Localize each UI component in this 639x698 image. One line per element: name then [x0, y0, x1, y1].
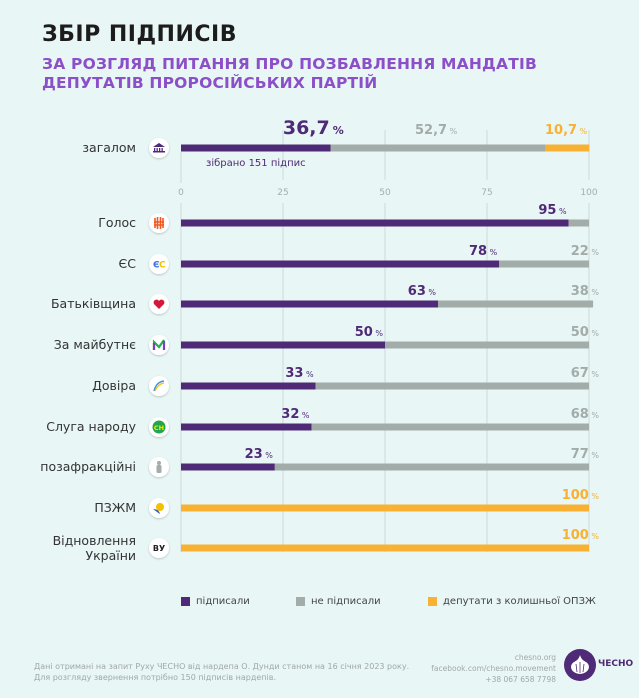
value-label-signed: 78 %	[469, 244, 498, 259]
source-note-line-2: Для розгляду звернення потрібно 150 підп…	[34, 673, 276, 682]
x-tick-label: 50	[379, 188, 391, 198]
bar-opzj	[181, 504, 589, 512]
bar-signed	[181, 382, 316, 390]
legend-label-opzj: депутати з колишньої ОПЗЖ	[443, 596, 596, 607]
total-not-signed-value: 52,7 %	[415, 123, 458, 138]
bar-signed	[181, 219, 569, 227]
bar-not-signed	[385, 341, 589, 349]
legend-swatch-not-signed	[296, 597, 305, 606]
value-label-signed: 23 %	[245, 447, 274, 462]
x-tick-label: 25	[277, 188, 288, 198]
pzjm-icon-blue	[153, 509, 160, 514]
bar-not-signed	[499, 260, 589, 268]
legend-swatch-opzj	[428, 597, 437, 606]
value-label-opzj: 100 %	[562, 488, 600, 503]
page-subtitle: ЗА РОЗГЛЯД ПИТАННЯ ПРО ПОЗБАВЛЕННЯ МАНДА…	[42, 55, 537, 93]
signatures-chart: 0 25 50 75 100 загалом 36,7% 52,7 % 10,7 % зібран…	[40, 117, 600, 563]
bar-not-signed	[274, 463, 589, 471]
page-title: ЗБІР ПІДПИСІВ	[42, 22, 237, 47]
row-label: ПЗЖМ	[94, 500, 136, 515]
bar-signed	[181, 423, 312, 431]
value-label-not-signed: 68 %	[571, 407, 600, 422]
row-label: Довіра	[92, 378, 136, 393]
logo-text: ЧЕСНО	[598, 659, 634, 669]
es-icon-c: С	[159, 261, 166, 271]
parliament-icon	[153, 143, 165, 153]
x-tick-label: 100	[580, 188, 597, 198]
bar-not-signed	[311, 423, 589, 431]
vu-icon-text: ВУ	[153, 544, 165, 553]
bar-signed	[181, 300, 439, 308]
heart-icon	[153, 299, 165, 309]
bar-total-not-signed	[330, 144, 546, 152]
row-label: Слуга народу	[46, 419, 136, 434]
total-signed-percent: %	[333, 124, 344, 137]
x-tick-label: 75	[481, 188, 492, 198]
legend-label-signed: підписали	[196, 596, 250, 607]
row-label: Відновлення	[53, 533, 136, 548]
total-collected-note: зібрано 151 підпис	[206, 157, 306, 169]
pzjm-icon-sun	[156, 503, 164, 511]
bar-signed	[181, 260, 500, 268]
sn-icon-text: СН	[154, 424, 164, 432]
bar-signed	[181, 341, 385, 349]
party-icon-bg	[149, 213, 169, 233]
total-signed-value-num: 36,7	[283, 117, 330, 139]
legend-item-not-signed: не підписали	[296, 596, 381, 607]
subtitle-line-2: ДЕПУТАТІВ ПРОРОСІЙСЬКИХ ПАРТІЙ	[42, 74, 378, 92]
legend-label-not-signed: не підписали	[311, 596, 381, 607]
bar-not-signed	[568, 219, 589, 227]
bar-not-signed	[315, 382, 589, 390]
party-icon-bg	[149, 538, 169, 558]
bar-total-opzj	[545, 144, 590, 152]
legend-swatch-signed	[181, 597, 190, 606]
value-label-signed: 33 %	[285, 366, 314, 381]
bar-not-signed	[438, 300, 594, 308]
facebook-link[interactable]: facebook.com/chesno.movement	[431, 664, 556, 673]
dovira-icon-blue	[153, 380, 165, 392]
x-tick-label: 0	[178, 188, 184, 198]
site-link[interactable]: chesno.org	[514, 653, 556, 662]
value-label-not-signed: 77 %	[571, 447, 600, 462]
person-icon-head	[157, 461, 161, 465]
sn-icon-circle	[152, 420, 166, 434]
bar-opzj	[181, 544, 589, 552]
total-opzj-value: 10,7 %	[545, 123, 588, 138]
m-icon-bars	[152, 341, 166, 350]
source-note-line-1: Дані отримані на запит Руху ЧЕСНО від на…	[34, 662, 410, 671]
subtitle-line-1: ЗА РОЗГЛЯД ПИТАННЯ ПРО ПОЗБАВЛЕННЯ МАНДА…	[42, 55, 538, 73]
value-label-not-signed: 38 %	[571, 284, 600, 299]
value-label-not-signed: 50 %	[571, 325, 600, 340]
value-label-signed: 50 %	[355, 325, 384, 340]
party-icon-bg	[149, 254, 169, 274]
chesno-logo-icon	[564, 649, 596, 681]
person-icon-body	[156, 465, 162, 473]
row-label: За майбутнє	[54, 337, 136, 352]
value-label-signed: 95 %	[538, 203, 567, 218]
value-label-opzj: 100 %	[562, 528, 600, 543]
row-label: України	[85, 548, 136, 563]
golos-icon	[154, 217, 164, 229]
party-icon-bg	[149, 335, 169, 355]
contacts: chesno.org facebook.com/chesno.movement …	[431, 652, 556, 685]
row-label: Голос	[98, 215, 136, 230]
row-label: Батьківщина	[51, 296, 136, 311]
value-label-signed: 32 %	[281, 407, 310, 422]
es-icon-e: Є	[153, 261, 160, 271]
row-label: ЄС	[119, 256, 137, 271]
bar-total-signed	[181, 144, 331, 152]
bar-signed	[181, 463, 275, 471]
row-label: позафракційні	[40, 459, 136, 474]
source-note: Дані отримані на запит Руху ЧЕСНО від на…	[34, 661, 409, 683]
row-label-total: загалом	[82, 140, 136, 155]
legend-item-opzj: депутати з колишньої ОПЗЖ	[428, 596, 596, 607]
dovira-icon-yellow	[154, 382, 165, 392]
value-label-signed: 63 %	[408, 284, 437, 299]
legend-item-signed: підписали	[181, 596, 250, 607]
value-label-not-signed: 67 %	[571, 366, 600, 381]
phone-number: +38 067 658 7798	[485, 675, 556, 684]
value-label-not-signed: 22 %	[571, 244, 600, 259]
